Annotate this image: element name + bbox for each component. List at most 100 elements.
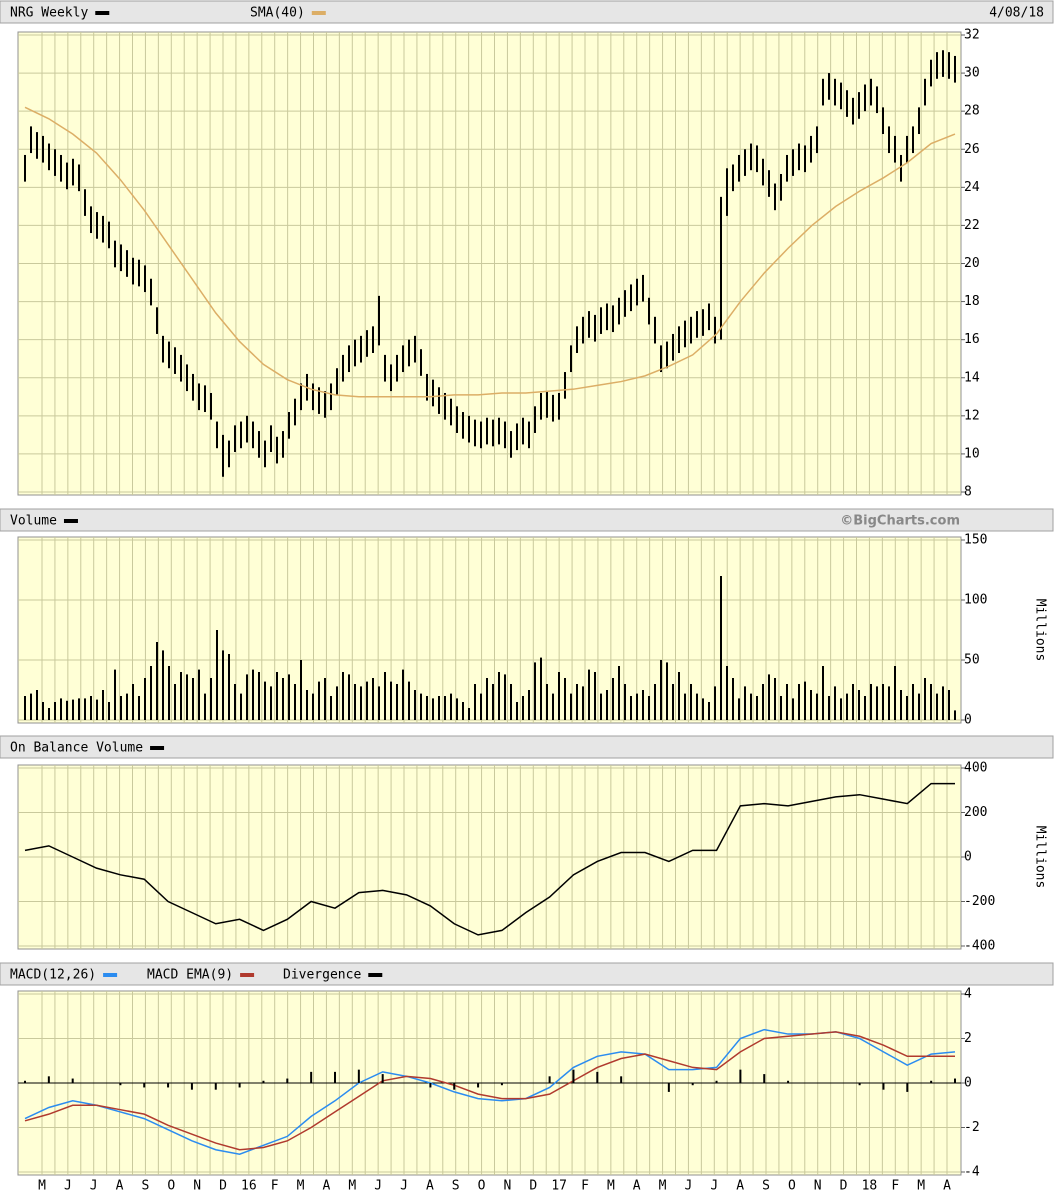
y-tick-label: 10 xyxy=(964,446,980,461)
y-tick-label: -4 xyxy=(964,1165,980,1180)
x-tick-label: F xyxy=(271,1179,279,1194)
y-tick-label: 26 xyxy=(964,142,980,157)
bar xyxy=(390,681,392,720)
y-tick-label: 150 xyxy=(964,533,987,548)
bar xyxy=(876,686,878,720)
bar xyxy=(620,1076,623,1083)
x-tick-label: A xyxy=(633,1179,641,1194)
x-tick-label: M xyxy=(917,1179,925,1194)
bar xyxy=(948,690,950,720)
bar xyxy=(768,674,770,720)
x-tick-label: F xyxy=(581,1179,589,1194)
y-tick-label: 30 xyxy=(964,66,980,81)
bar xyxy=(36,690,38,720)
bar xyxy=(336,686,338,720)
x-tick-label: M xyxy=(659,1179,667,1194)
bar xyxy=(840,698,842,720)
bar xyxy=(258,672,260,720)
x-tick-label: A xyxy=(323,1179,331,1194)
line xyxy=(24,1028,956,1155)
bar xyxy=(618,666,620,720)
legend-label: NRG Weekly xyxy=(10,6,88,21)
bar xyxy=(474,684,476,720)
bar xyxy=(334,1071,336,1083)
bar xyxy=(690,684,692,720)
bar xyxy=(480,693,482,720)
bar xyxy=(190,1083,193,1090)
bar xyxy=(666,662,668,720)
bar xyxy=(438,696,440,720)
line xyxy=(24,782,955,936)
bar xyxy=(78,698,80,720)
bar xyxy=(500,1083,503,1086)
bar xyxy=(262,1080,265,1083)
legend-label: MACD(12,26) xyxy=(10,968,96,983)
bar xyxy=(286,1078,289,1083)
legend-label: On Balance Volume xyxy=(10,741,143,756)
bar xyxy=(54,702,56,720)
bar xyxy=(702,698,704,720)
bar xyxy=(582,686,584,720)
bar xyxy=(66,700,68,720)
bar xyxy=(894,666,896,720)
bar xyxy=(450,693,452,720)
bar xyxy=(739,1069,742,1083)
bar xyxy=(528,690,530,720)
bar xyxy=(888,686,890,720)
x-tick-label: F xyxy=(891,1179,899,1194)
bar xyxy=(954,1078,956,1083)
bar xyxy=(858,1083,861,1086)
bar xyxy=(102,690,104,720)
legend-swatch xyxy=(63,519,78,523)
bar xyxy=(396,684,398,720)
bar xyxy=(696,693,698,720)
x-tick-label: M xyxy=(297,1179,305,1194)
x-tick-label: 18 xyxy=(862,1179,878,1194)
bar xyxy=(906,1083,909,1092)
bar xyxy=(477,1083,480,1088)
bar xyxy=(24,1080,26,1083)
bar xyxy=(288,674,290,720)
x-tick-label: D xyxy=(529,1179,537,1194)
bar xyxy=(282,678,284,720)
bar xyxy=(408,681,410,720)
bar xyxy=(900,690,902,720)
bar xyxy=(516,702,518,720)
bar xyxy=(612,678,614,720)
y-tick-label: 0 xyxy=(964,713,972,728)
panel-header xyxy=(0,508,1054,532)
x-tick-label: S xyxy=(142,1179,150,1194)
bar xyxy=(71,1078,74,1083)
y-tick-label: 50 xyxy=(964,653,980,668)
x-tick-label: D xyxy=(840,1179,848,1194)
bar xyxy=(936,693,938,720)
date-label: 4/08/18 xyxy=(989,6,1044,21)
bar xyxy=(90,696,92,720)
bar xyxy=(456,698,458,720)
x-tick-label: D xyxy=(219,1179,227,1194)
bar xyxy=(763,1074,766,1083)
bar xyxy=(678,672,680,720)
bar xyxy=(180,672,182,720)
y-axis-label: Millions xyxy=(1033,826,1048,889)
y-tick-label: 18 xyxy=(964,294,980,309)
bar xyxy=(667,1083,670,1092)
bar xyxy=(714,686,716,720)
bar xyxy=(660,660,662,720)
bar xyxy=(270,686,272,720)
bar xyxy=(864,696,866,720)
bar xyxy=(300,660,302,720)
bar xyxy=(198,669,200,720)
x-tick-label: J xyxy=(685,1179,693,1194)
legend-swatch xyxy=(150,746,165,750)
y-tick-label: 22 xyxy=(964,218,980,233)
bar xyxy=(642,690,644,720)
y-tick-label: 2 xyxy=(964,1031,972,1046)
bar xyxy=(774,678,776,720)
bar xyxy=(732,678,734,720)
bar xyxy=(132,684,134,720)
bar xyxy=(492,684,494,720)
bar xyxy=(384,672,386,720)
